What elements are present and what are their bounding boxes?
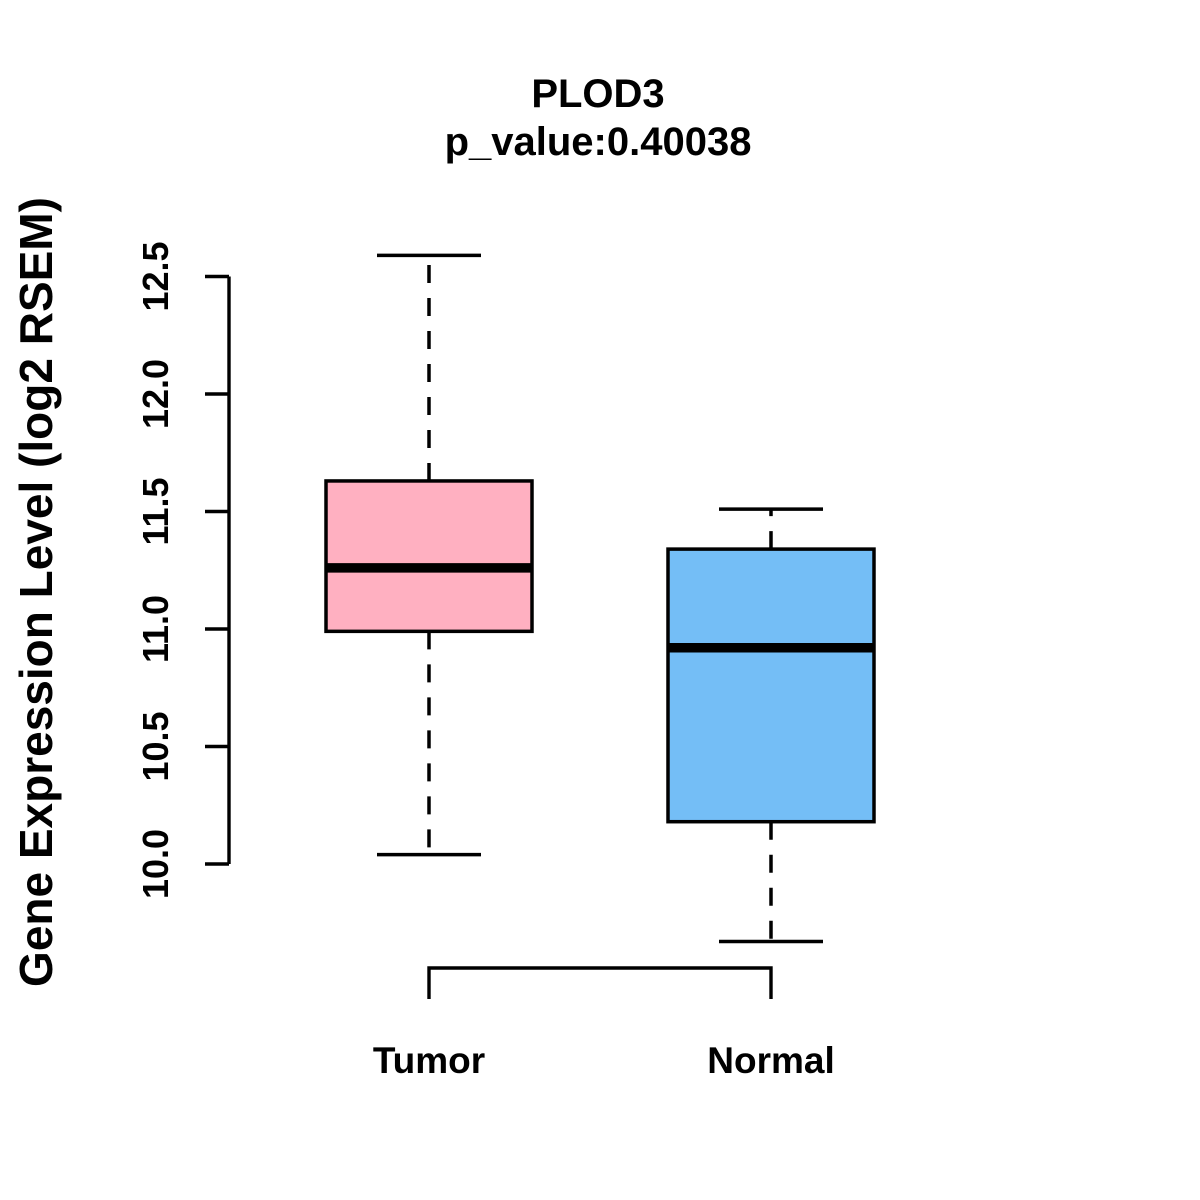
y-axis-title: Gene Expression Level (log2 RSEM) <box>10 197 62 987</box>
chart-subtitle-pvalue: p_value:0.40038 <box>444 120 752 164</box>
y-tick-label: 11.5 <box>135 477 176 545</box>
y-tick-label: 10.0 <box>135 829 176 899</box>
tumor-boxplot-group: Tumor <box>324 253 534 1081</box>
x-category-label: Tumor <box>373 1040 485 1081</box>
y-tick-label: 10.5 <box>135 711 176 781</box>
y-tick-label: 12.0 <box>135 359 176 429</box>
y-tick-label: 12.5 <box>135 241 176 311</box>
comparison-bracket <box>427 966 773 999</box>
x-category-label: Normal <box>707 1040 834 1081</box>
y-tick-label: 11.0 <box>135 595 176 663</box>
normal-boxplot-group: Normal <box>666 507 876 1081</box>
chart-title: PLOD3 <box>531 72 665 116</box>
iqr-box <box>324 479 534 634</box>
iqr-box <box>666 547 876 824</box>
